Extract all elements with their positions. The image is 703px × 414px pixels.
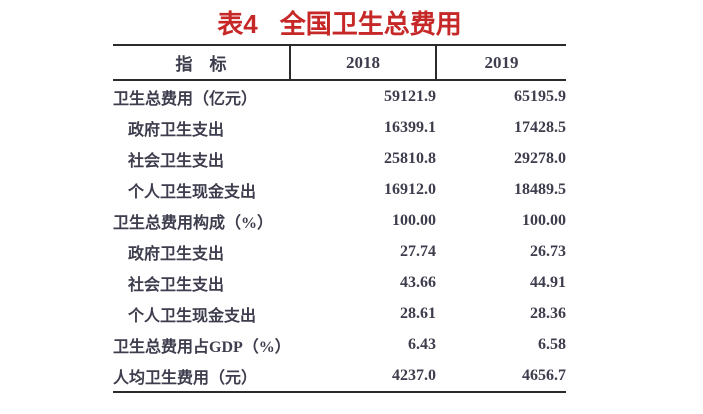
table-row: 卫生总费用（亿元） 59121.9 65195.9 bbox=[113, 80, 566, 112]
table-title-text: 全国卫生总费用 bbox=[279, 9, 462, 39]
row-label: 社会卫生支出 bbox=[128, 276, 225, 294]
row-value-2019: 100.00 bbox=[522, 211, 566, 229]
row-label: 卫生总费用占GDP（%） bbox=[113, 338, 291, 356]
row-value-2018: 6.43 bbox=[408, 335, 436, 353]
table-body: 卫生总费用（亿元） 59121.9 65195.9 政府卫生支出 16399.1… bbox=[113, 80, 566, 393]
row-value-2018: 4237.0 bbox=[290, 360, 436, 393]
table-title: 表4 全国卫生总费用 bbox=[113, 8, 566, 40]
row-value-2019: 65195.9 bbox=[514, 87, 566, 105]
table-row: 社会卫生支出 43.66 44.91 bbox=[113, 267, 566, 298]
row-value-2018: 25810.8 bbox=[384, 149, 436, 167]
table-row: 人均卫生费用（元） 4237.0 4656.7 bbox=[113, 360, 566, 393]
row-value-2018: 59121.9 bbox=[384, 87, 436, 105]
row-value-2019: 4656.7 bbox=[436, 360, 566, 393]
table-title-tag: 表4 bbox=[217, 9, 258, 39]
row-value-2019: 6.58 bbox=[538, 335, 566, 353]
table-row: 个人卫生现金支出 28.61 28.36 bbox=[113, 298, 566, 329]
row-value-2018: 16912.0 bbox=[384, 180, 436, 198]
row-label: 政府卫生支出 bbox=[128, 245, 225, 263]
row-value-2019: 18489.5 bbox=[514, 180, 566, 198]
table-row: 卫生总费用构成（%） 100.00 100.00 bbox=[113, 205, 566, 236]
header-indicator: 指 标 bbox=[113, 44, 290, 81]
row-value-2018: 27.74 bbox=[400, 242, 436, 260]
header-2018: 2018 bbox=[289, 44, 436, 81]
row-value-2019: 17428.5 bbox=[514, 118, 566, 136]
row-label: 政府卫生支出 bbox=[128, 121, 225, 139]
row-value-2018: 100.00 bbox=[392, 211, 436, 229]
row-value-2019: 29278.0 bbox=[514, 149, 566, 167]
row-value-2018: 16399.1 bbox=[384, 118, 436, 136]
row-value-2019: 26.73 bbox=[530, 242, 566, 260]
row-label: 个人卫生现金支出 bbox=[128, 307, 257, 325]
table-row: 政府卫生支出 16399.1 17428.5 bbox=[113, 112, 566, 143]
table-row: 社会卫生支出 25810.8 29278.0 bbox=[113, 143, 566, 174]
table-block: 表4 全国卫生总费用 指 标 2018 2019 卫生总费用（亿元） 59121.… bbox=[113, 8, 566, 393]
table-row: 卫生总费用占GDP（%） 6.43 6.58 bbox=[113, 329, 566, 360]
row-value-2019: 28.36 bbox=[530, 304, 566, 322]
table-header-row: 指 标 2018 2019 bbox=[113, 44, 566, 81]
row-label: 卫生总费用构成（%） bbox=[113, 214, 274, 232]
row-label: 个人卫生现金支出 bbox=[128, 183, 257, 201]
row-label: 卫生总费用（亿元） bbox=[113, 90, 258, 108]
row-value-2018: 28.61 bbox=[400, 304, 436, 322]
row-value-2018: 43.66 bbox=[400, 273, 436, 291]
header-2019: 2019 bbox=[435, 44, 566, 81]
health-expenditure-table: 指 标 2018 2019 卫生总费用（亿元） 59121.9 65195.9 … bbox=[113, 44, 566, 393]
row-label: 社会卫生支出 bbox=[128, 152, 225, 170]
row-value-2019: 44.91 bbox=[530, 273, 566, 291]
table-row: 政府卫生支出 27.74 26.73 bbox=[113, 236, 566, 267]
table-row: 个人卫生现金支出 16912.0 18489.5 bbox=[113, 174, 566, 205]
row-label: 人均卫生费用（元） bbox=[113, 360, 290, 393]
